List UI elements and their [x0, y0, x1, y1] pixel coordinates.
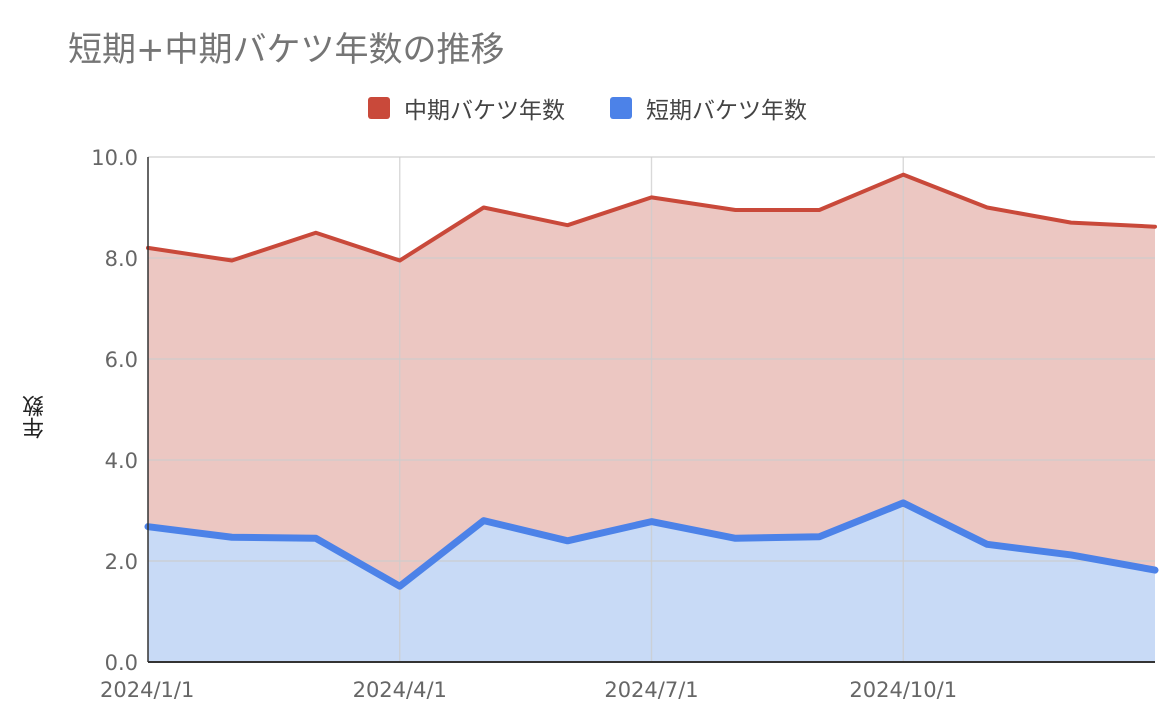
legend-swatch-short	[610, 97, 632, 119]
chart-title: 短期+中期バケツ年数の推移	[68, 30, 505, 70]
legend-swatch-medium	[368, 97, 390, 119]
y-tick-label: 0.0	[105, 651, 138, 675]
chart-legend: 中期バケツ年数 短期バケツ年数	[0, 90, 1176, 126]
series-line-0	[146, 172, 1157, 263]
x-tick-label: 2024/4/1	[353, 678, 447, 702]
legend-item-medium[interactable]: 中期バケツ年数	[368, 90, 565, 126]
legend-label-medium: 中期バケツ年数	[404, 98, 565, 124]
y-tick-label: 4.0	[105, 449, 138, 473]
legend-label-short: 短期バケツ年数	[646, 98, 807, 124]
x-tick-label: 2024/10/1	[849, 678, 957, 702]
x-tick-label: 2024/7/1	[604, 678, 698, 702]
y-tick-label: 6.0	[105, 348, 138, 372]
y-tick-label: 8.0	[105, 247, 138, 271]
legend-item-short[interactable]: 短期バケツ年数	[610, 90, 807, 126]
y-tick-label: 10.0	[91, 146, 138, 170]
x-tick-label: 2024/1/1	[100, 678, 194, 702]
series-line-1	[144, 499, 1159, 590]
y-tick-label: 2.0	[105, 550, 138, 574]
